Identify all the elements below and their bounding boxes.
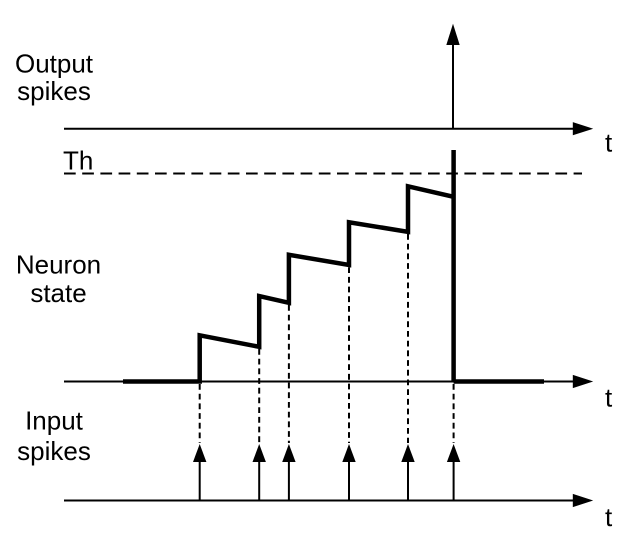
svg-text:Output: Output <box>15 49 94 79</box>
svg-text:spikes: spikes <box>17 436 91 466</box>
svg-text:Neuron: Neuron <box>16 250 101 280</box>
svg-text:t: t <box>605 128 613 158</box>
svg-text:t: t <box>605 502 613 532</box>
svg-text:state: state <box>30 278 86 308</box>
svg-text:t: t <box>605 383 613 413</box>
svg-text:spikes: spikes <box>17 76 91 106</box>
svg-text:Input: Input <box>25 406 84 436</box>
svg-text:Th: Th <box>63 146 93 176</box>
